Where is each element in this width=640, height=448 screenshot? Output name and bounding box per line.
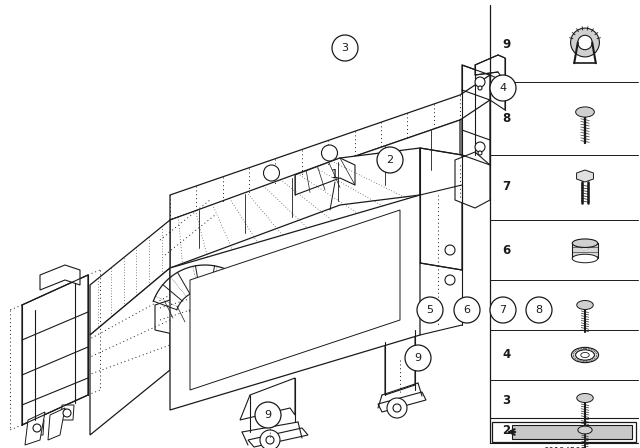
Polygon shape xyxy=(572,243,598,258)
Text: 6: 6 xyxy=(463,305,470,315)
Ellipse shape xyxy=(577,301,593,310)
Circle shape xyxy=(581,301,589,309)
Text: 2: 2 xyxy=(387,155,394,165)
Polygon shape xyxy=(170,148,420,268)
Circle shape xyxy=(571,28,600,57)
Ellipse shape xyxy=(572,347,598,362)
Ellipse shape xyxy=(572,254,598,263)
Polygon shape xyxy=(378,392,426,412)
Circle shape xyxy=(454,297,480,323)
Circle shape xyxy=(211,301,219,309)
Text: 7: 7 xyxy=(499,305,507,315)
Ellipse shape xyxy=(578,426,592,434)
Polygon shape xyxy=(385,330,415,395)
Circle shape xyxy=(475,142,485,152)
Circle shape xyxy=(223,323,227,327)
Polygon shape xyxy=(295,158,355,195)
Polygon shape xyxy=(170,120,460,258)
Text: 7: 7 xyxy=(502,181,510,194)
Ellipse shape xyxy=(575,350,595,360)
Polygon shape xyxy=(190,210,400,390)
Circle shape xyxy=(445,245,455,255)
Polygon shape xyxy=(577,170,593,182)
Polygon shape xyxy=(462,65,490,165)
Text: 6: 6 xyxy=(502,244,510,257)
Circle shape xyxy=(321,145,337,161)
Polygon shape xyxy=(48,408,65,440)
Text: 3: 3 xyxy=(342,43,349,53)
Circle shape xyxy=(580,108,589,116)
Circle shape xyxy=(490,75,516,101)
Bar xyxy=(492,422,636,442)
Polygon shape xyxy=(240,378,295,420)
Text: 9: 9 xyxy=(415,353,422,363)
Polygon shape xyxy=(61,405,74,420)
Circle shape xyxy=(582,427,588,433)
Text: 2: 2 xyxy=(502,423,510,436)
Circle shape xyxy=(475,77,485,87)
Circle shape xyxy=(393,404,401,412)
Circle shape xyxy=(377,147,403,173)
Text: 1: 1 xyxy=(331,168,339,181)
Text: 9: 9 xyxy=(264,410,271,420)
Text: 5: 5 xyxy=(426,305,433,315)
Text: 4: 4 xyxy=(499,83,507,93)
Circle shape xyxy=(33,424,41,432)
Polygon shape xyxy=(90,220,170,335)
Circle shape xyxy=(387,398,407,418)
Circle shape xyxy=(63,409,71,417)
Polygon shape xyxy=(90,268,170,435)
Text: 8: 8 xyxy=(536,305,543,315)
Polygon shape xyxy=(475,55,505,82)
Circle shape xyxy=(581,394,589,402)
Circle shape xyxy=(332,35,358,61)
Circle shape xyxy=(417,297,443,323)
Circle shape xyxy=(264,165,280,181)
Circle shape xyxy=(580,172,589,181)
Text: 8: 8 xyxy=(502,112,510,125)
Ellipse shape xyxy=(577,393,593,402)
Ellipse shape xyxy=(572,239,598,247)
Text: 00194506: 00194506 xyxy=(543,447,586,448)
Polygon shape xyxy=(170,195,420,410)
Text: 5: 5 xyxy=(502,298,510,311)
Ellipse shape xyxy=(575,107,595,117)
Polygon shape xyxy=(190,320,220,358)
Circle shape xyxy=(445,275,455,285)
Polygon shape xyxy=(455,152,490,208)
Polygon shape xyxy=(25,412,45,445)
Bar xyxy=(512,425,632,439)
Circle shape xyxy=(405,345,431,371)
Polygon shape xyxy=(195,298,228,330)
Circle shape xyxy=(219,319,231,331)
Circle shape xyxy=(255,402,281,428)
Polygon shape xyxy=(490,75,505,110)
Polygon shape xyxy=(248,428,308,447)
Polygon shape xyxy=(420,148,462,270)
Polygon shape xyxy=(22,275,88,425)
Polygon shape xyxy=(170,75,490,220)
Circle shape xyxy=(207,297,223,313)
Polygon shape xyxy=(215,300,250,340)
Text: 4: 4 xyxy=(502,349,510,362)
Circle shape xyxy=(490,297,516,323)
Circle shape xyxy=(526,297,552,323)
Polygon shape xyxy=(40,265,80,290)
Circle shape xyxy=(266,436,274,444)
Circle shape xyxy=(260,430,280,448)
Text: 9: 9 xyxy=(502,38,510,51)
Circle shape xyxy=(478,151,482,155)
Circle shape xyxy=(478,86,482,90)
Polygon shape xyxy=(195,272,250,315)
Ellipse shape xyxy=(580,353,589,358)
Polygon shape xyxy=(155,280,240,340)
Circle shape xyxy=(583,174,588,178)
Polygon shape xyxy=(31,420,44,435)
Text: 3: 3 xyxy=(502,393,510,406)
Circle shape xyxy=(578,35,592,50)
